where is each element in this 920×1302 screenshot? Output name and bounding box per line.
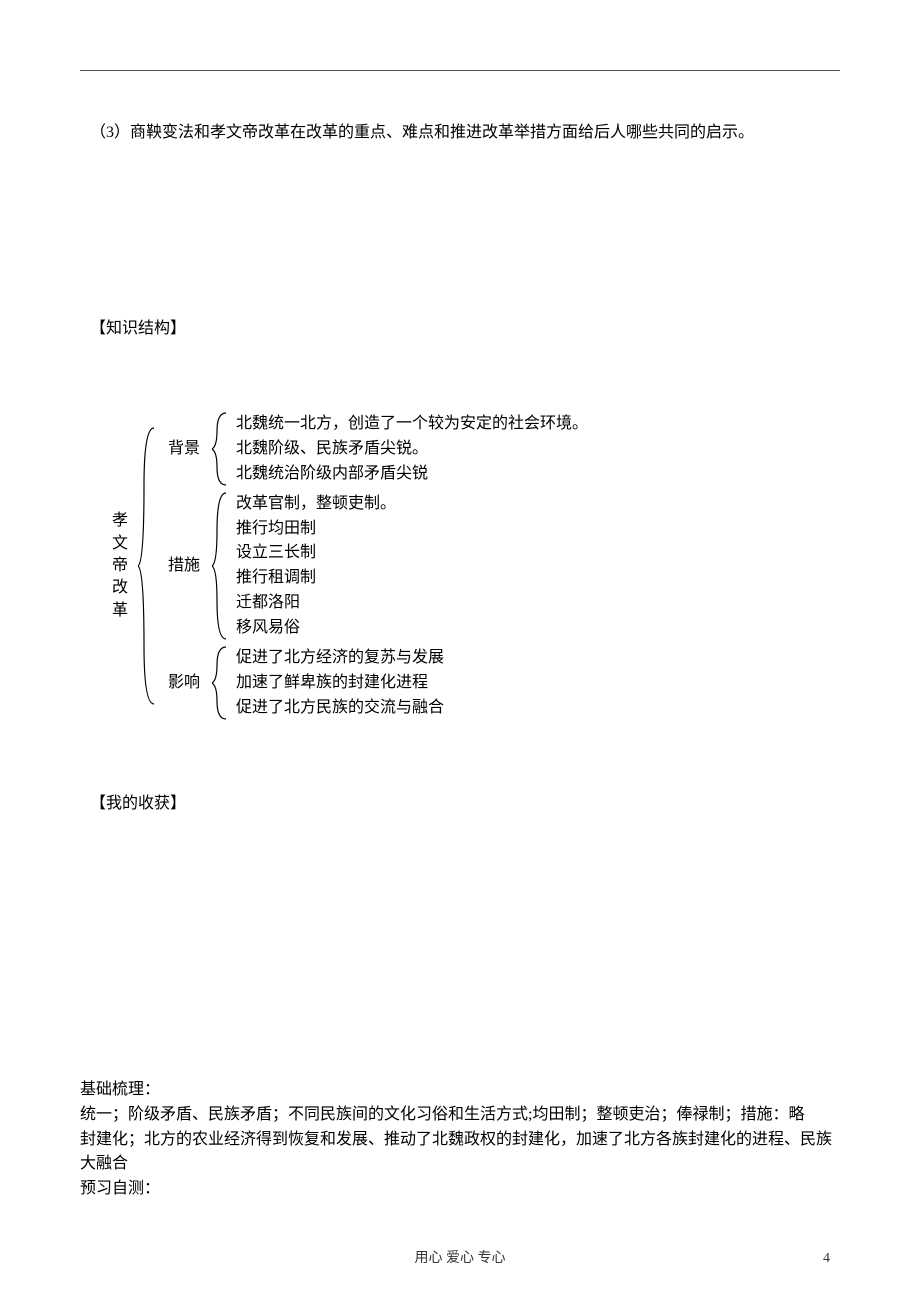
tree-item: 推行租调制 [236,566,396,591]
knowledge-tree: 孝 文 帝 改 革 背景 [90,401,830,731]
question-text: （3）商鞅变法和孝文帝改革在改革的重点、难点和推进改革举措方面给后人哪些共同的启… [90,120,830,146]
tree-item: 推行均田制 [236,517,396,542]
tree-item: 改革官制，整顿吏制。 [236,492,396,517]
tree-item: 设立三长制 [236,541,396,566]
tree-item: 北魏统治阶级内部矛盾尖锐 [236,462,588,487]
branch-label: 影响 [164,670,204,696]
bottom-line: 统一；阶级矛盾、民族矛盾；不同民族间的文化习俗和生活方式;均田制；整顿吏治；俸禄… [80,1103,840,1128]
brace-level2 [212,491,228,641]
my-harvest-heading: 【我的收获】 [90,791,830,817]
tree-children: 背景 北魏统一北方，创造了一个较为安定的社会环境。 北魏阶级、民族矛盾尖锐。 北… [164,411,588,721]
document-page: （3）商鞅变法和孝文帝改革在改革的重点、难点和推进改革举措方面给后人哪些共同的启… [0,0,920,1302]
tree-root-label: 孝 文 帝 改 革 [110,510,130,622]
branch-label: 措施 [164,553,204,579]
tree-branch: 背景 北魏统一北方，创造了一个较为安定的社会环境。 北魏阶级、民族矛盾尖锐。 北… [164,411,588,487]
brace-level2 [212,645,228,721]
page-number: 4 [823,1248,830,1270]
branch-items: 北魏统一北方，创造了一个较为安定的社会环境。 北魏阶级、民族矛盾尖锐。 北魏统治… [236,412,588,486]
tree-item: 促进了北方民族的交流与融合 [236,696,444,721]
root-char: 帝 [112,555,128,577]
tree-branch: 措施 改革官制，整顿吏制。 推行均田制 设立三长制 推行租调制 迁都洛阳 移风易… [164,491,588,641]
root-char: 改 [112,577,128,599]
root-char: 孝 [112,510,128,532]
tree-item: 加速了鲜卑族的封建化进程 [236,671,444,696]
footer-motto: 用心 爱心 专心 [0,1248,920,1270]
root-char: 文 [112,533,128,555]
brace-level2 [212,411,228,487]
bottom-line: 封建化；北方的农业经济得到恢复和发展、推动了北魏政权的封建化，加速了北方各族封建… [80,1128,840,1178]
content-area: （3）商鞅变法和孝文帝改革在改革的重点、难点和推进改革举措方面给后人哪些共同的启… [90,0,830,817]
branch-label: 背景 [164,436,204,462]
tree-item: 迁都洛阳 [236,591,396,616]
brace-level1 [138,426,156,706]
tree-item: 移风易俗 [236,616,396,641]
knowledge-structure-heading: 【知识结构】 [90,316,830,342]
tree-item: 促进了北方经济的复苏与发展 [236,646,444,671]
branch-items: 促进了北方经济的复苏与发展 加速了鲜卑族的封建化进程 促进了北方民族的交流与融合 [236,646,444,720]
bottom-text-block: 基础梳理： 统一；阶级矛盾、民族矛盾；不同民族间的文化习俗和生活方式;均田制；整… [80,1078,840,1202]
tree-item: 北魏统一北方，创造了一个较为安定的社会环境。 [236,412,588,437]
branch-items: 改革官制，整顿吏制。 推行均田制 设立三长制 推行租调制 迁都洛阳 移风易俗 [236,492,396,641]
tree-item: 北魏阶级、民族矛盾尖锐。 [236,437,588,462]
tree-branch: 影响 促进了北方经济的复苏与发展 加速了鲜卑族的封建化进程 促进了北方民族的交流… [164,645,588,721]
bottom-heading: 预习自测： [80,1177,840,1202]
root-char: 革 [112,600,128,622]
bottom-heading: 基础梳理： [80,1078,840,1103]
